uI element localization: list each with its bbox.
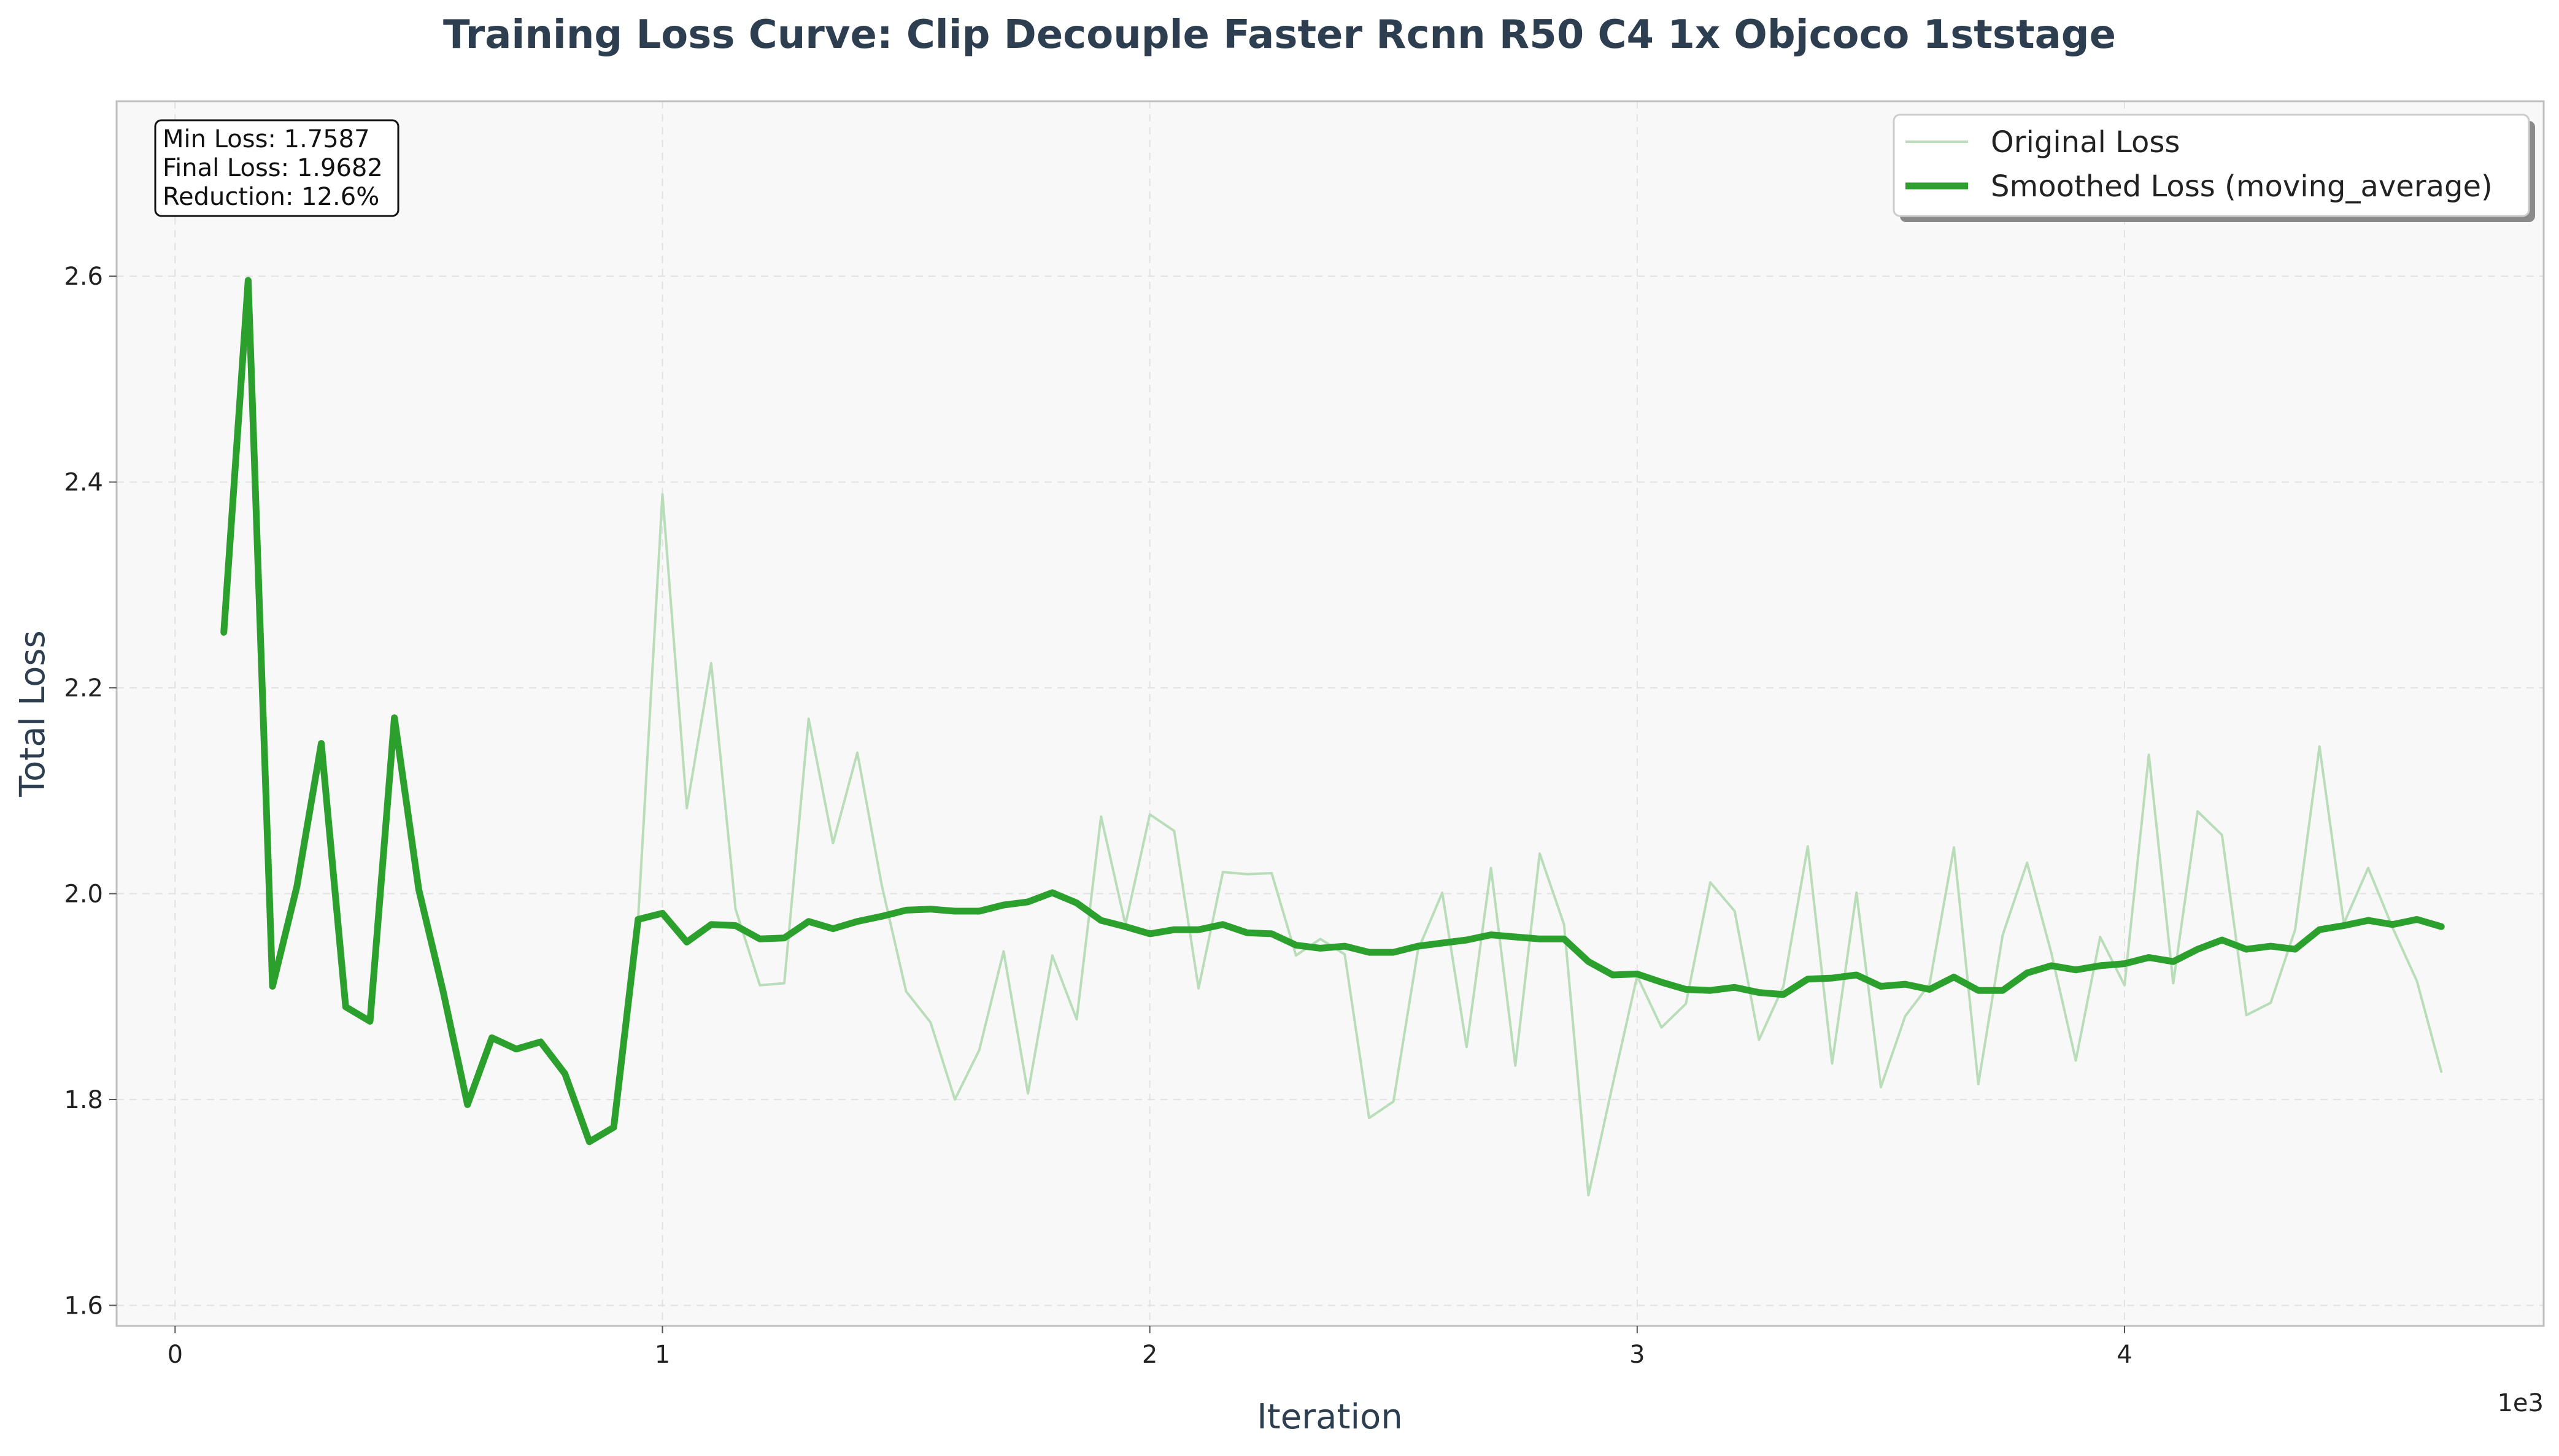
- grid-lines: [117, 101, 2544, 1326]
- y-tick-label: 2.4: [64, 469, 103, 497]
- x-tick-label: 2: [1142, 1341, 1157, 1369]
- stats-reduction: Reduction: 12.6%: [163, 183, 379, 211]
- chart-title: Training Loss Curve: Clip Decouple Faste…: [443, 12, 2116, 58]
- plot-frame: [115, 100, 2545, 1327]
- y-axis-ticks: 1.6 1.8 2.0 2.2 2.4 2.6: [64, 263, 117, 1320]
- x-axis-ticks: 0 1 2 3 4: [168, 1326, 2132, 1369]
- x-tick-label: 3: [1629, 1341, 1645, 1369]
- stats-box-frame: [154, 119, 399, 217]
- stats-box: Min Loss: 1.7587 Final Loss: 1.9682 Redu…: [154, 119, 399, 217]
- plot-area: [117, 101, 2544, 1326]
- y-tick-label: 2.0: [64, 880, 103, 909]
- y-tick-label: 2.6: [64, 263, 103, 291]
- legend: Original Loss Smoothed Loss (moving_aver…: [1893, 114, 2535, 222]
- legend-original-label: Original Loss: [1991, 125, 2180, 160]
- x-tick-label: 4: [2117, 1341, 2132, 1369]
- stats-final-loss: Final Loss: 1.9682: [163, 154, 383, 182]
- x-axis-label: Iteration: [1257, 1397, 1403, 1437]
- smoothed-loss-line: [220, 277, 2445, 1146]
- stats-min-loss: Min Loss: 1.7587: [163, 125, 370, 153]
- x-tick-label: 0: [168, 1341, 183, 1369]
- y-axis-label: Total Loss: [13, 630, 53, 797]
- legend-frame: [1893, 114, 2530, 217]
- y-tick-label: 2.2: [64, 674, 103, 703]
- legend-smoothed-label: Smoothed Loss (moving_average): [1991, 169, 2493, 204]
- y-tick-label: 1.8: [64, 1086, 103, 1114]
- x-tick-label: 1: [655, 1341, 670, 1369]
- smoothed-loss-series: [220, 277, 2445, 1146]
- y-tick-label: 1.6: [64, 1292, 103, 1320]
- x-axis-offset-label: 1e3: [2497, 1389, 2544, 1417]
